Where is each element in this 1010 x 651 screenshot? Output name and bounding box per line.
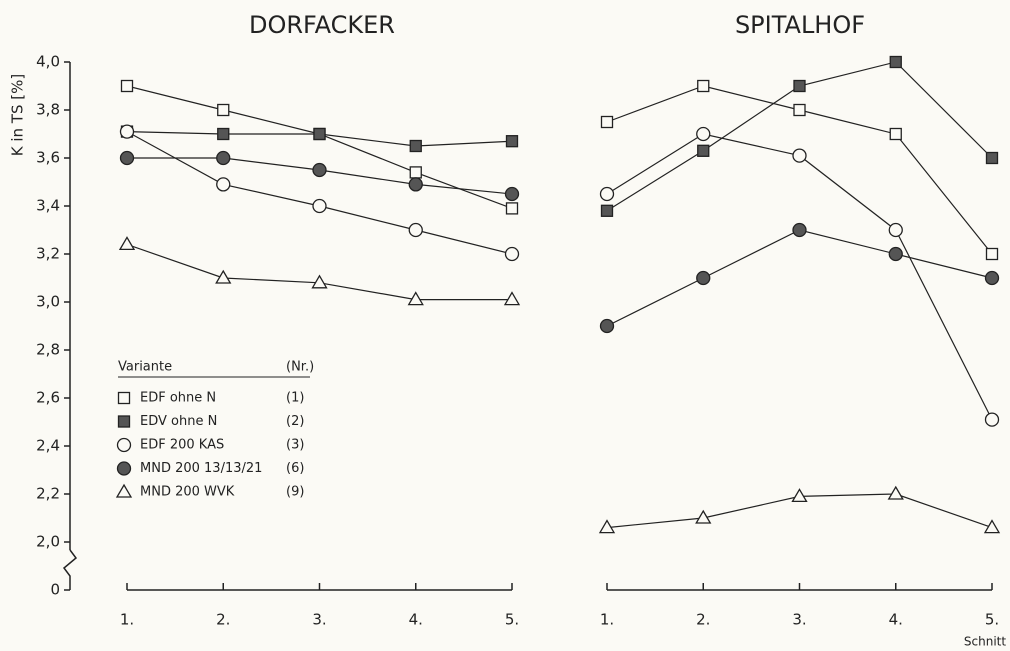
marker (216, 177, 231, 192)
y-tick-label: 0 (50, 581, 60, 599)
marker (217, 103, 230, 117)
marker (985, 151, 999, 165)
legend-marker (115, 483, 133, 498)
y-tick-label: 3,2 (36, 245, 60, 263)
marker (409, 139, 422, 153)
marker (887, 485, 904, 500)
marker (217, 127, 230, 141)
marker (695, 509, 712, 524)
marker (984, 270, 1000, 286)
x-tick-label: 5. (505, 611, 519, 629)
legend-marker (116, 437, 132, 453)
legend-nr: (9) (286, 485, 304, 500)
legend-label: MND 200 13/13/21 (140, 461, 262, 476)
x-tick-label: 5. (985, 611, 999, 629)
marker (118, 236, 136, 251)
marker (313, 127, 326, 141)
legend-title: Variante (118, 360, 172, 375)
marker (983, 519, 1001, 534)
x-axis-label: Schnitt (964, 635, 1006, 649)
marker (408, 222, 423, 238)
legend-nr: (6) (286, 461, 304, 476)
legend-marker (117, 415, 131, 428)
marker (793, 79, 806, 93)
x-tick-label: 4. (889, 611, 903, 629)
marker (792, 148, 807, 163)
marker (600, 204, 614, 217)
legend-title: (Nr.) (286, 360, 314, 375)
y-tick-label: 2,4 (36, 437, 60, 455)
legend-label: EDF 200 KAS (140, 438, 224, 453)
marker (697, 79, 710, 93)
marker (407, 291, 424, 306)
x-tick-label: 3. (312, 611, 326, 629)
series-line (126, 243, 512, 301)
marker (409, 166, 422, 179)
marker (312, 198, 327, 214)
series-line (126, 85, 513, 209)
marker (599, 186, 615, 202)
y-tick-label: 3,4 (36, 197, 60, 215)
marker (985, 247, 999, 261)
marker (216, 150, 231, 166)
legend-nr: (2) (286, 414, 304, 429)
marker (697, 144, 710, 157)
y-tick-label: 4,0 (36, 53, 60, 71)
series-line (606, 133, 993, 420)
y-tick-label: 3,0 (36, 293, 60, 311)
marker (696, 126, 711, 142)
series-line (126, 131, 513, 255)
marker (505, 135, 519, 148)
marker (215, 269, 232, 284)
y-axis-label: K in TS [%] (9, 74, 27, 156)
marker (696, 270, 711, 286)
legend-nr: (1) (286, 391, 304, 406)
y-tick-label: 2,2 (36, 485, 60, 503)
marker (600, 115, 614, 129)
marker (408, 177, 423, 192)
marker (889, 55, 902, 69)
marker (889, 127, 902, 141)
marker (312, 162, 327, 178)
legend-label: EDF ohne N (140, 391, 216, 406)
x-tick-label: 2. (696, 611, 710, 629)
y-tick-label: 2,8 (36, 341, 60, 359)
marker (311, 274, 328, 289)
y-tick-label: 2,0 (36, 533, 60, 551)
marker (599, 318, 615, 334)
marker (119, 124, 135, 139)
marker (120, 79, 134, 93)
x-tick-label: 3. (792, 611, 806, 629)
marker (791, 488, 808, 503)
legend-nr: (3) (286, 438, 304, 453)
marker (888, 222, 903, 238)
x-tick-label: 2. (216, 611, 230, 629)
y-tick-label: 2,6 (36, 389, 60, 407)
legend-label: MND 200 WVK (140, 485, 235, 500)
marker (792, 222, 807, 238)
marker (119, 150, 135, 166)
x-tick-label: 4. (409, 611, 423, 629)
chart-title: SPITALHOF (735, 11, 865, 39)
legend-marker (117, 391, 131, 405)
marker (793, 103, 806, 117)
y-tick-label: 3,6 (36, 149, 60, 167)
x-tick-label: 1. (600, 611, 614, 629)
series-line (606, 229, 993, 327)
legend-label: EDV ohne N (140, 414, 217, 429)
axis-break (62, 549, 78, 590)
chart-title: DORFACKER (249, 11, 395, 39)
marker (504, 246, 520, 262)
x-tick-label: 1. (120, 611, 134, 629)
marker (505, 202, 519, 215)
marker (503, 291, 521, 306)
marker (984, 412, 1000, 427)
y-tick-label: 3,8 (36, 101, 60, 119)
legend-marker (116, 461, 132, 476)
marker (598, 519, 616, 534)
marker (504, 186, 520, 202)
marker (888, 246, 903, 262)
